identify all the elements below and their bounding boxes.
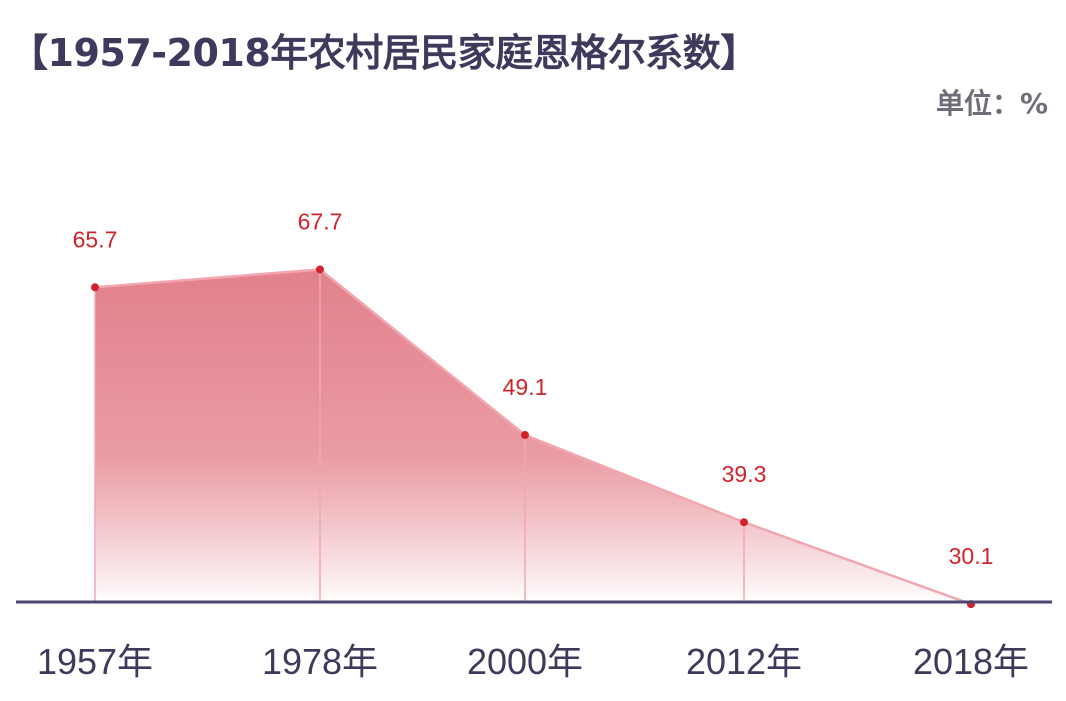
value-label-4: 30.1 <box>949 543 994 569</box>
unit-label: 单位：% <box>935 87 1048 120</box>
chart-title: 【1957-2018年农村居民家庭恩格尔系数】 <box>10 31 758 75</box>
value-label-2: 49.1 <box>503 374 548 400</box>
area-fill <box>95 269 971 605</box>
x-tick-label-3: 2012年 <box>686 641 802 682</box>
data-point-0 <box>91 283 99 292</box>
value-label-3: 39.3 <box>722 461 767 487</box>
x-tick-label-1: 1978年 <box>262 641 378 682</box>
data-point-2 <box>521 431 529 440</box>
value-label-0: 65.7 <box>73 226 118 252</box>
value-label-1: 67.7 <box>298 208 343 234</box>
data-point-3 <box>740 518 748 527</box>
x-tick-label-4: 2018年 <box>913 641 1029 682</box>
data-point-1 <box>316 265 324 274</box>
x-tick-label-2: 2000年 <box>467 641 583 682</box>
x-tick-label-0: 1957年 <box>37 641 153 682</box>
